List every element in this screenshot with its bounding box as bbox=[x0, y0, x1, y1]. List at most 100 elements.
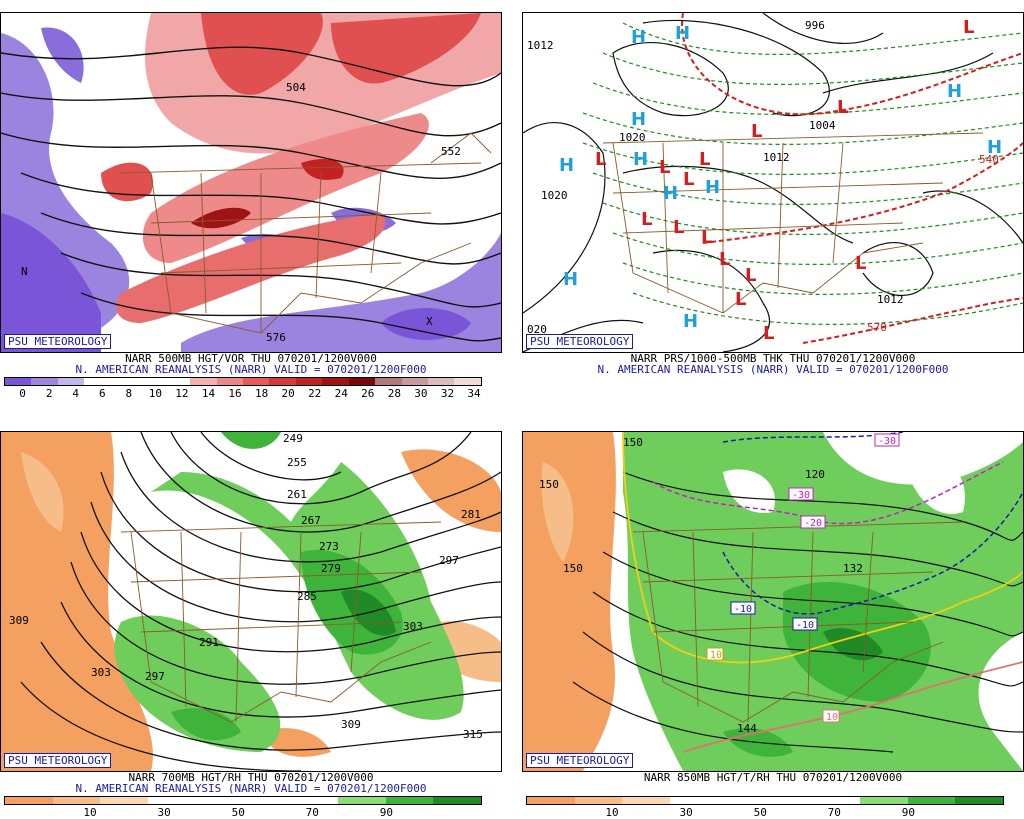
color-bar-segment bbox=[860, 797, 908, 804]
low-pressure-marker: L bbox=[595, 149, 606, 170]
color-bar-segment bbox=[669, 797, 718, 804]
panel-700mb-rh: 249 255 261 267 273 279 285 291 297 303 … bbox=[0, 431, 502, 819]
high-pressure-marker: H bbox=[705, 177, 720, 198]
color-bar-tick-label: 30 bbox=[679, 806, 693, 819]
high-pressure-marker: H bbox=[663, 183, 678, 204]
color-bar-segment bbox=[57, 378, 85, 385]
psu-credit: PSU METEOROLOGY bbox=[4, 753, 112, 768]
color-bar-segment bbox=[955, 797, 1003, 804]
temperature-label: -20 bbox=[804, 518, 822, 529]
color-bar-tick-label: 6 bbox=[98, 387, 106, 400]
contour-label: 281 bbox=[461, 508, 481, 521]
contour-label: 285 bbox=[297, 590, 317, 603]
color-bar-tick-label: 12 bbox=[175, 387, 189, 400]
color-bar-tick-label: 10 bbox=[605, 806, 619, 819]
contour-label: 144 bbox=[737, 722, 757, 735]
high-pressure-marker: H bbox=[633, 149, 648, 170]
contour-label: 303 bbox=[403, 620, 423, 633]
high-pressure-marker: H bbox=[563, 269, 578, 290]
color-bar-segment bbox=[5, 797, 53, 804]
color-bar-tick-label: 24 bbox=[334, 387, 348, 400]
color-bar-segment bbox=[31, 378, 58, 385]
color-bar-tick-label: 90 bbox=[901, 806, 916, 819]
contour-label: 297 bbox=[145, 670, 165, 683]
color-bar-segment bbox=[574, 797, 623, 804]
low-pressure-marker: L bbox=[683, 169, 694, 190]
contour-label: 267 bbox=[301, 514, 321, 527]
color-bar-segment bbox=[269, 378, 296, 385]
map-850mb-temp-rh: 150 150 144 132 120 150 -30 -30 -20 bbox=[522, 431, 1024, 772]
panel-title: NARR 700MB HGT/RH THU 070201/1200V000 bbox=[128, 771, 374, 784]
high-pressure-marker: H bbox=[683, 311, 698, 332]
contour-label: 150 bbox=[539, 478, 559, 491]
color-bar-tick-label: 50 bbox=[231, 806, 245, 819]
low-pressure-marker: L bbox=[659, 157, 670, 178]
color-bar-tick-label: 8 bbox=[125, 387, 133, 400]
color-bar-ticks: 0 2 4 6 8 10 12 14 16 18 20 22 24 26 28 30 32 34 bbox=[4, 388, 482, 400]
panel-500mb-vorticity: 504 552 576 N X PSU METEOROLOGY NARR 500… bbox=[0, 12, 502, 400]
color-bar-segment bbox=[147, 797, 196, 804]
contour-label: 279 bbox=[321, 562, 341, 575]
temperature-label: 10 bbox=[826, 712, 838, 723]
color-bar-ticks: 10 30 50 70 90 bbox=[4, 807, 482, 819]
contour-label: 291 bbox=[199, 636, 219, 649]
color-bar-tick-label: 26 bbox=[361, 387, 375, 400]
psu-credit: PSU METEOROLOGY bbox=[526, 753, 634, 768]
low-pressure-marker: L bbox=[701, 227, 712, 248]
color-bar-segment bbox=[622, 797, 670, 804]
contour-label: 132 bbox=[843, 562, 863, 575]
color-bar-segment bbox=[907, 797, 956, 804]
low-pressure-marker: L bbox=[719, 249, 730, 270]
color-bar-segment bbox=[52, 797, 101, 804]
contour-label: 309 bbox=[341, 718, 361, 731]
color-bar-segment bbox=[375, 378, 402, 385]
color-bar-tick-label: 4 bbox=[72, 387, 79, 400]
contour-label: 315 bbox=[463, 728, 483, 741]
contour-label: 261 bbox=[287, 488, 307, 501]
color-bar-tick-label: 2 bbox=[45, 387, 53, 400]
panel-title: NARR 850MB HGT/T/RH THU 070201/1200V000 bbox=[643, 771, 903, 784]
low-pressure-marker: L bbox=[641, 209, 652, 230]
color-bar-segment bbox=[717, 797, 765, 804]
color-bar bbox=[4, 796, 482, 805]
contour-label: 552 bbox=[441, 145, 461, 158]
pressure-map-svg: H H H H H H H H H H H L L L L L L L L bbox=[523, 13, 1023, 352]
color-bar-segment bbox=[295, 378, 323, 385]
color-bar-tick-label: 16 bbox=[228, 387, 242, 400]
color-bar-segment bbox=[290, 797, 339, 804]
isobar-label: 1020 bbox=[541, 189, 568, 202]
high-pressure-marker: H bbox=[947, 81, 962, 102]
color-bar-tick-label: 34 bbox=[467, 387, 481, 400]
color-bar bbox=[526, 796, 1004, 805]
psu-credit: PSU METEOROLOGY bbox=[526, 334, 634, 349]
color-bar-segment bbox=[5, 378, 32, 385]
map-700mb-rh: 249 255 261 267 273 279 285 291 297 303 … bbox=[0, 431, 502, 772]
temperature-label: 10 bbox=[710, 650, 722, 661]
panel-850mb-temp-rh: 150 150 144 132 120 150 -30 -30 -20 bbox=[522, 431, 1024, 819]
color-bar-segment bbox=[100, 797, 148, 804]
color-bar-segment bbox=[401, 378, 428, 385]
color-bar-segment bbox=[84, 378, 111, 385]
color-bar-tick-label: 10 bbox=[148, 387, 162, 400]
color-bar-tick-label: 22 bbox=[308, 387, 322, 400]
map-pressure-thickness: H H H H H H H H H H H L L L L L L L L bbox=[522, 12, 1024, 353]
color-bar-tick-label: 20 bbox=[281, 387, 295, 400]
low-pressure-marker: L bbox=[763, 323, 774, 344]
panel-subtitle: N. AMERICAN REANALYSIS (NARR) VALID = 07… bbox=[75, 363, 427, 376]
contour-label: 273 bbox=[319, 540, 339, 553]
high-pressure-marker: H bbox=[559, 155, 574, 176]
color-bar-segment bbox=[242, 797, 291, 804]
temperature-label: -30 bbox=[792, 490, 810, 501]
color-bar-tick-label: 90 bbox=[379, 806, 394, 819]
color-bar-tick-label: 14 bbox=[201, 387, 216, 400]
low-pressure-marker: L bbox=[963, 17, 974, 38]
extremum-marker: X bbox=[426, 315, 433, 328]
color-bar-segment bbox=[348, 378, 376, 385]
color-bar-tick-label: 0 bbox=[19, 387, 26, 400]
low-pressure-marker: L bbox=[673, 217, 684, 238]
color-bar-segment bbox=[454, 378, 481, 385]
contour-label: 297 bbox=[439, 554, 459, 567]
rh700-map-svg: 249 255 261 267 273 279 285 291 297 303 … bbox=[1, 432, 501, 771]
panel-title: NARR 500MB HGT/VOR THU 070201/1200V000 bbox=[125, 352, 377, 365]
isobar-label: 1012 bbox=[527, 39, 554, 52]
